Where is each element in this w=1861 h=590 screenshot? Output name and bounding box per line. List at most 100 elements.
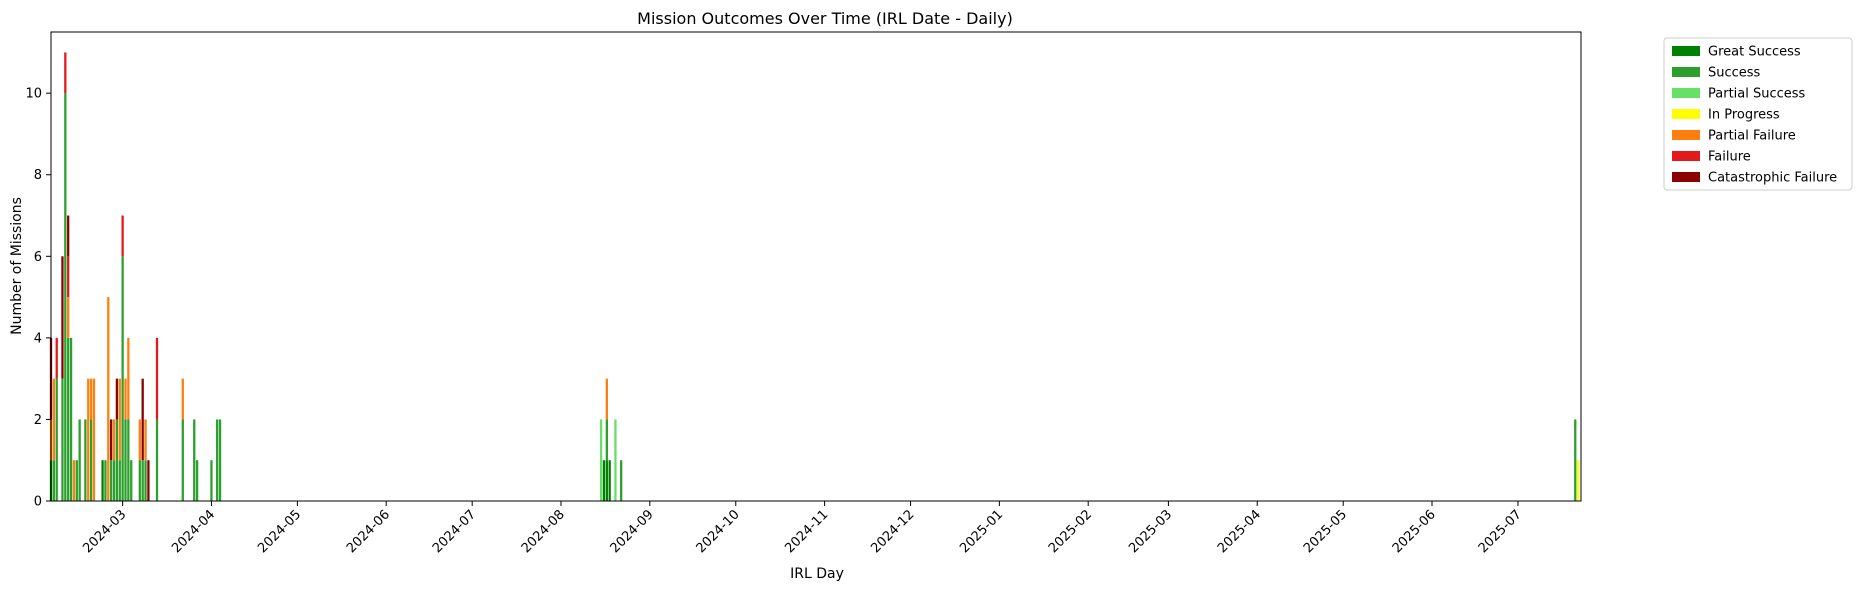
bar-segment (121, 256, 124, 501)
x-tick-label: 2024-06 (344, 507, 393, 556)
bar-segment (614, 419, 617, 501)
plot-frame (50, 31, 1582, 502)
bar-segment (107, 297, 110, 501)
bar-segment (155, 419, 159, 501)
bar-segment (130, 460, 133, 501)
legend-swatch (1672, 151, 1700, 161)
legend-swatch (1672, 109, 1700, 119)
y-axis: 0 2 4 6 8 10 (25, 87, 51, 510)
x-tick-label: 2024-12 (868, 507, 917, 556)
bar-segment (605, 419, 608, 461)
bar-segment (193, 419, 196, 501)
y-tick-label: 10 (25, 87, 42, 102)
x-tick-label: 2025-06 (1390, 507, 1439, 556)
bar-segment (121, 215, 124, 257)
chart-title: Mission Outcomes Over Time (IRL Date - D… (637, 9, 1013, 28)
bar-segment (87, 378, 90, 501)
bar-segment (89, 378, 93, 420)
bar-segment (605, 460, 608, 501)
bar-segment (138, 419, 141, 461)
bar-segment (195, 460, 199, 501)
legend-swatch (1672, 67, 1700, 77)
legend-label: Catastrophic Failure (1708, 171, 1837, 186)
bar-segment (112, 460, 116, 501)
legend-label: Partial Failure (1708, 129, 1796, 144)
bar-segment (67, 337, 70, 501)
bar-segment (67, 256, 70, 298)
y-tick-label: 0 (34, 495, 42, 510)
bar-segment (75, 460, 78, 501)
bar-segment (110, 460, 113, 501)
y-tick-label: 2 (34, 413, 42, 428)
x-tick-label: 2024-11 (782, 507, 831, 556)
bar-segment (72, 460, 76, 501)
x-tick-label: 2025-04 (1215, 507, 1264, 556)
x-tick-label: 2024-09 (608, 507, 657, 556)
bar-segment (52, 460, 56, 501)
y-axis-label: Number of Missions (9, 197, 25, 335)
bar-segment (89, 419, 93, 501)
x-tick-label: 2024-05 (255, 507, 304, 556)
bar-segment (124, 378, 127, 420)
bar-segment (67, 215, 70, 257)
bar-segment (110, 419, 113, 461)
bar-segment (127, 337, 130, 420)
legend: Great Success Success Partial Success In Pr… (1663, 37, 1853, 191)
bar-segment (124, 419, 127, 501)
bar-segment (64, 93, 67, 502)
bar-segment (138, 460, 141, 501)
legend-swatch (1672, 172, 1700, 182)
y-tick-label: 6 (34, 250, 42, 265)
bar-segment (144, 460, 147, 501)
bar-segment (127, 419, 130, 501)
legend-swatch (1672, 46, 1700, 56)
bar-segment (104, 460, 107, 501)
y-tick-label: 4 (34, 331, 42, 346)
bar-segment (55, 337, 58, 379)
legend-label: Great Success (1708, 45, 1801, 60)
bar-segment (620, 460, 623, 501)
bar-segment (599, 419, 603, 501)
x-tick-label: 2024-08 (519, 507, 568, 556)
bar-segment (52, 378, 56, 461)
legend-frame (1663, 37, 1853, 191)
legend-swatch (1672, 130, 1700, 140)
x-tick-label: 2025-07 (1476, 507, 1525, 556)
bar-segment (61, 378, 64, 501)
x-tick-label: 2024-10 (694, 507, 743, 556)
bar-segment (118, 460, 121, 501)
bar-segment (1576, 460, 1580, 501)
bar-segment (181, 419, 184, 501)
bar-segment (92, 378, 96, 501)
bar-segment (147, 460, 150, 501)
bar-segment (64, 52, 67, 94)
bar-segment (141, 460, 144, 501)
x-tick-label: 2025-01 (957, 507, 1006, 556)
bar-segment (112, 419, 116, 461)
x-tick-label: 2024-03 (80, 507, 129, 556)
y-tick-label: 8 (34, 168, 42, 183)
bar-segment (608, 460, 611, 501)
x-tick-label: 2024-04 (169, 507, 218, 556)
bar-segment (218, 419, 222, 501)
x-axis: 2024-03 2024-04 2024-05 2024-06 2024-07 2024-… (80, 501, 1525, 556)
legend-label: Failure (1708, 150, 1751, 165)
bar-segment (216, 419, 219, 501)
bar-segment (61, 256, 64, 379)
bar-segment (115, 378, 119, 420)
x-tick-label: 2025-03 (1126, 507, 1175, 556)
legend-label: Partial Success (1708, 87, 1806, 102)
legend-label: Success (1708, 66, 1761, 81)
bar-segment (1574, 419, 1577, 501)
x-tick-label: 2025-05 (1301, 507, 1350, 556)
bar-segment (55, 378, 58, 501)
bar-segment (118, 378, 121, 461)
bar-segment (84, 419, 87, 501)
bar-segment (115, 419, 119, 501)
x-axis-label: IRL Day (790, 566, 844, 582)
bar-segment (67, 297, 70, 338)
bar-segment (141, 378, 144, 461)
bar-segment (144, 419, 147, 461)
bar-segment (210, 460, 213, 501)
